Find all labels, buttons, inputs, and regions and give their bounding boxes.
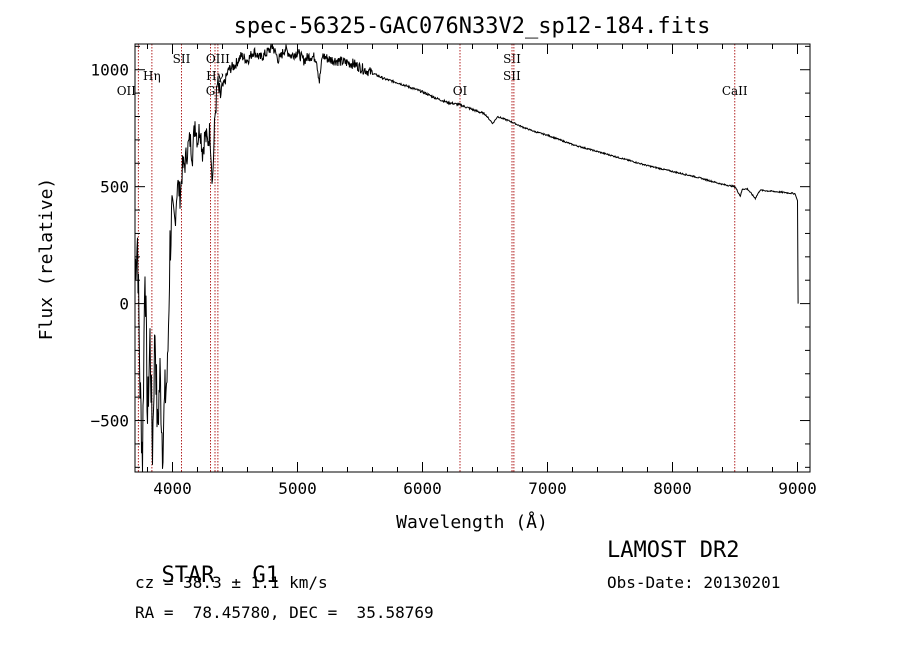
survey-name: LAMOST DR2 bbox=[607, 538, 740, 563]
ra-dec-coordinates: RA = 78.45780, DEC = 35.58769 bbox=[135, 603, 434, 622]
x-tick-label: 5000 bbox=[278, 479, 317, 498]
object-type: STAR bbox=[161, 563, 215, 588]
line-label-5: OIII bbox=[206, 52, 230, 66]
spectrum-series-line bbox=[134, 43, 799, 472]
observation-date: Obs-Date: 20130201 bbox=[607, 573, 781, 592]
chart-title: spec-56325-GAC076N33V2_sp12-184.fits bbox=[234, 14, 711, 39]
cz-value: cz = 38.3 ± 1.1 km/s bbox=[135, 573, 328, 592]
x-tick-label: 7000 bbox=[528, 479, 567, 498]
y-tick-label: 500 bbox=[100, 178, 129, 197]
x-tick-label: 4000 bbox=[153, 479, 192, 498]
object-subclass: G1 bbox=[252, 563, 279, 588]
spectrum-chart: spec-56325-GAC076N33V2_sp12-184.fits OII… bbox=[36, 14, 817, 533]
y-axis-label: Flux (relative) bbox=[36, 178, 57, 341]
x-tick-label: 6000 bbox=[403, 479, 442, 498]
line-label-1: Hη bbox=[143, 69, 161, 83]
line-label-7: SII bbox=[503, 52, 521, 66]
x-axis-label: Wavelength (Å) bbox=[396, 511, 548, 533]
y-tick-label: −500 bbox=[90, 412, 129, 431]
line-label-3: G bbox=[206, 84, 216, 98]
object-class: STAR G1 bbox=[135, 538, 279, 588]
line-label-6: OI bbox=[453, 84, 468, 98]
plot-frame bbox=[134, 43, 811, 473]
y-tick-label: 0 bbox=[119, 295, 129, 314]
line-label-9: CaII bbox=[722, 84, 748, 98]
line-label-2: SII bbox=[173, 52, 191, 66]
x-tick-label: 8000 bbox=[653, 479, 692, 498]
axis-ticks: 4000 5000 6000 7000 8000 9000 −500 0 500 1000 bbox=[90, 44, 817, 498]
y-tick-label: 1000 bbox=[90, 61, 129, 80]
line-label-0: OII bbox=[117, 84, 137, 98]
emission-line-markers: OII Hη SII GHγ OIII OI SII SII CaII bbox=[117, 44, 748, 472]
x-tick-label: 9000 bbox=[778, 479, 817, 498]
line-label-4: Hγ bbox=[206, 69, 224, 83]
line-label-8: SII bbox=[503, 69, 521, 83]
